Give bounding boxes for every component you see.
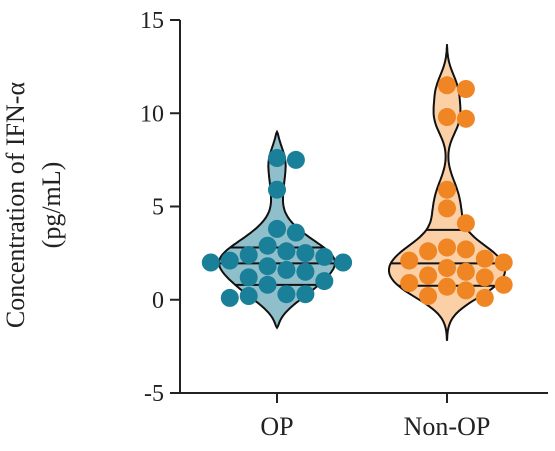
- x-tick-label: Non-OP: [404, 412, 491, 441]
- x-ticks: OP Non-OP: [260, 393, 490, 441]
- y-tick-label: 0: [152, 288, 164, 314]
- data-point: [456, 80, 475, 98]
- x-tick-label: OP: [260, 412, 293, 441]
- data-point: [438, 199, 456, 218]
- data-point: [334, 253, 353, 272]
- data-point: [286, 150, 305, 169]
- data-point: [400, 251, 419, 270]
- y-tick-label: 5: [152, 195, 164, 221]
- data-point: [296, 262, 315, 281]
- data-point: [239, 268, 258, 287]
- y-tick-label: 10: [140, 101, 164, 127]
- data-point: [400, 274, 419, 292]
- data-point: [277, 260, 296, 279]
- y-axis-title-line1: Concentration of IFN-α: [1, 82, 30, 329]
- y-axis: [179, 20, 548, 394]
- data-point: [277, 285, 296, 304]
- data-point: [438, 238, 456, 257]
- data-point: [494, 253, 513, 272]
- data-point: [456, 109, 475, 128]
- y-tick-label: 15: [140, 8, 164, 34]
- data-point: [438, 259, 456, 277]
- data-point: [239, 246, 258, 264]
- data-point: [456, 214, 475, 233]
- data-point: [286, 223, 305, 242]
- y-tick-label: -5: [144, 381, 164, 407]
- data-point: [239, 287, 258, 305]
- data-point: [268, 149, 286, 167]
- data-point: [201, 253, 220, 272]
- data-point: [456, 262, 475, 281]
- data-point: [456, 281, 475, 300]
- data-point: [296, 285, 315, 304]
- data-point: [258, 275, 277, 294]
- points-layer: [201, 76, 513, 307]
- data-point: [438, 180, 456, 199]
- y-axis-title-line2: (pg/mL): [37, 162, 66, 249]
- data-point: [258, 236, 277, 255]
- data-point: [475, 288, 494, 307]
- data-point: [220, 288, 239, 307]
- data-point: [475, 249, 494, 268]
- data-point: [494, 275, 513, 294]
- data-point: [438, 76, 456, 95]
- data-point: [220, 251, 239, 270]
- data-point: [438, 277, 456, 296]
- data-point: [438, 108, 456, 126]
- data-point: [277, 242, 296, 261]
- data-point: [419, 287, 438, 305]
- y-ticks: 15 10 5 0 -5: [140, 8, 180, 407]
- data-point: [258, 257, 277, 276]
- data-point: [456, 240, 475, 259]
- data-point: [268, 219, 286, 238]
- data-point: [268, 180, 286, 199]
- data-point: [419, 242, 438, 261]
- data-point: [419, 266, 438, 285]
- data-point: [315, 272, 334, 291]
- data-point: [296, 244, 315, 263]
- data-point: [315, 247, 334, 266]
- data-point: [475, 268, 494, 287]
